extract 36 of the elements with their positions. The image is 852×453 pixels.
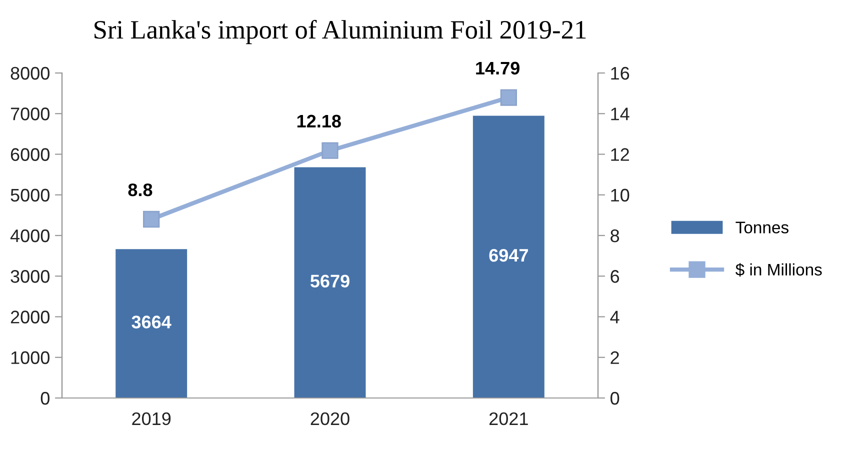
bar [472, 116, 544, 398]
data-label: 5679 [310, 274, 350, 288]
legend-label: Tonnes [736, 222, 788, 234]
data-label: 3664 [132, 316, 172, 328]
y-tick-label: 7000 [10, 108, 50, 120]
y-tick-label: 4000 [10, 229, 50, 242]
y-tick-label: 6000 [10, 148, 50, 161]
y-tick-label: 5000 [10, 188, 50, 202]
data-label: 12.18 [297, 114, 341, 128]
y-tick-label: 3000 [10, 270, 50, 283]
legend-label: $ in Millions [736, 263, 822, 277]
x-tick-label: 2021 [489, 412, 528, 426]
data-label: 6947 [489, 248, 528, 262]
point [143, 210, 160, 228]
point [500, 89, 517, 106]
y2-tick-label: 6 [610, 270, 620, 283]
y2-tick-label: 10 [611, 188, 630, 202]
chart-title: Sri Lanka's import of Aluminium Foil 2019-21 [94, 20, 586, 44]
y-tick-label: 0 [40, 392, 50, 405]
y2-tick-label: 4 [610, 310, 620, 324]
x-tick-label: 2020 [310, 412, 350, 426]
y-tick-label: 8000 [10, 66, 50, 80]
y2-tick-label: 14 [611, 108, 630, 120]
y-tick-label: 2000 [10, 310, 50, 324]
y2-tick-label: 12 [611, 148, 629, 161]
x-tick-label: 2019 [132, 412, 171, 426]
bar [116, 249, 188, 398]
y2-tick-label: 16 [611, 66, 630, 80]
y2-tick-label: 8 [610, 229, 620, 242]
bar [294, 167, 366, 398]
data-label: 8.8 [128, 183, 152, 196]
data-label: 14.79 [476, 62, 520, 75]
y2-tick-label: 0 [610, 392, 620, 405]
y-tick-label: 1000 [11, 351, 50, 364]
point [322, 142, 338, 159]
y2-tick-label: 2 [610, 351, 619, 364]
